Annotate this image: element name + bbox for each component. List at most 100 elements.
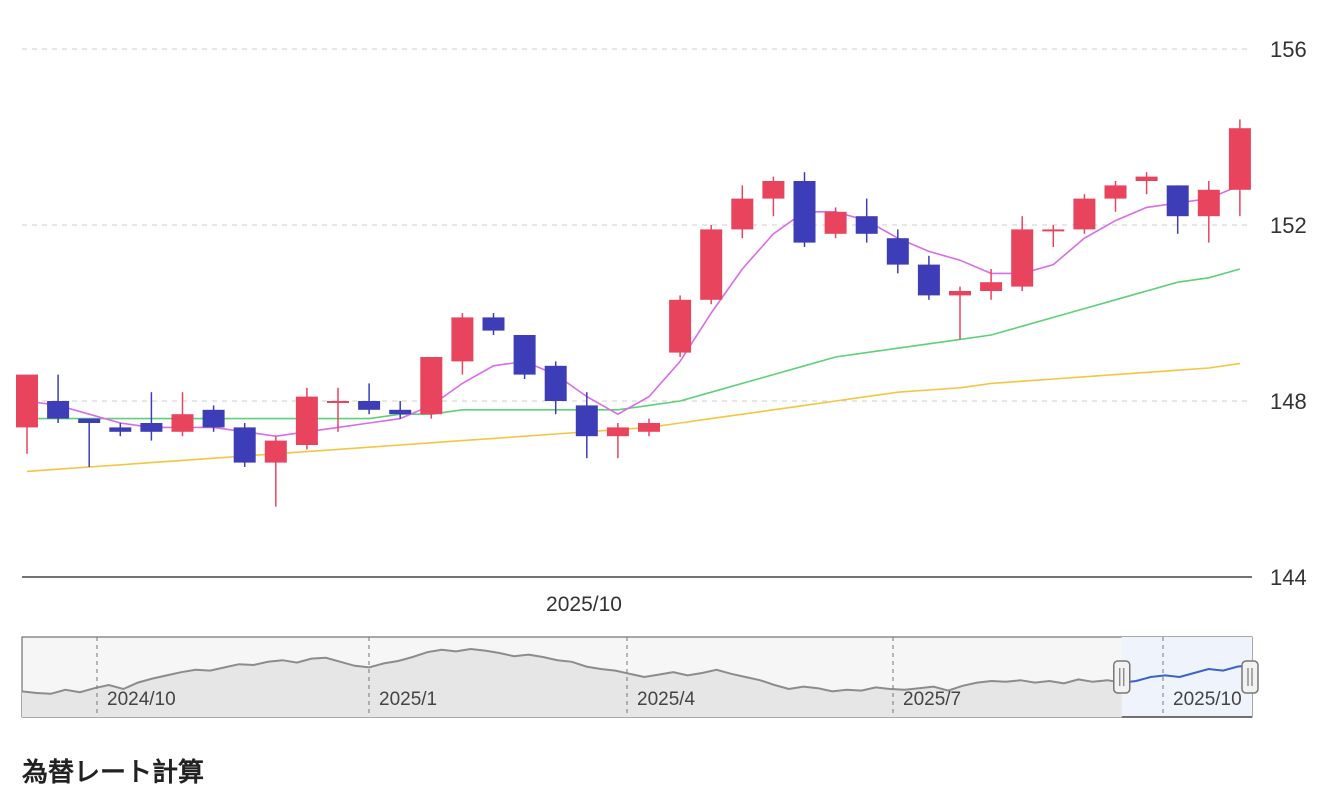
navigator-selected-line: [1121, 664, 1253, 684]
candle: [140, 392, 163, 441]
grid-layer: [22, 48, 1252, 402]
candle: [451, 313, 474, 375]
candle: [16, 374, 38, 454]
ma-mid-line: [27, 268, 1241, 420]
y-tick-label-152: 152: [1270, 213, 1307, 238]
range-navigator[interactable]: 2024/10 2025/1 2025/4 2025/7 2025/10: [21, 636, 1259, 718]
candle: [731, 185, 754, 239]
candle-body: [638, 423, 660, 432]
candle-body: [16, 374, 38, 428]
candle-body: [731, 198, 754, 230]
handle-grip[interactable]: [1241, 660, 1259, 694]
candle: [544, 361, 567, 415]
axis-layer: 144 148 152 156 2025/10: [22, 37, 1307, 616]
candle-body: [451, 317, 474, 362]
candle: [109, 423, 132, 437]
y-tick-label-156: 156: [1270, 37, 1307, 62]
candle: [949, 286, 971, 340]
candle-body: [1073, 198, 1096, 230]
candle-body: [1197, 189, 1220, 217]
candle: [171, 392, 194, 437]
candle: [1073, 194, 1096, 234]
candle: [638, 418, 660, 437]
candle: [980, 269, 1003, 300]
navigator-right-handle[interactable]: [1241, 660, 1259, 694]
navigator-label: 2024/10: [107, 689, 176, 710]
candle-body: [855, 216, 878, 234]
candle: [886, 229, 909, 274]
navigator-label: 2025/7: [903, 689, 961, 710]
candle: [47, 374, 70, 423]
candle-body: [700, 229, 723, 300]
navigator-label: 2025/1: [379, 689, 437, 710]
navigator-line: [21, 647, 1122, 695]
candle-body: [1011, 229, 1034, 287]
candle-body: [1042, 229, 1065, 232]
navigator-label: 2025/10: [1173, 689, 1242, 710]
candle-body: [47, 401, 70, 419]
candle: [1104, 181, 1127, 212]
y-tick-label-148: 148: [1270, 389, 1307, 414]
candle-body: [606, 427, 629, 437]
candle: [420, 357, 443, 419]
candlestick-layer: [16, 119, 1251, 507]
candle: [202, 405, 225, 432]
handle-grip[interactable]: [1113, 660, 1131, 694]
candle-body: [886, 238, 909, 265]
candle: [669, 295, 692, 357]
candle-body: [264, 440, 287, 463]
candle-body: [1104, 185, 1127, 199]
navigator-label: 2025/4: [637, 689, 696, 710]
candle: [824, 207, 847, 239]
x-tick-label: 2025/10: [546, 593, 622, 616]
candle-body: [1135, 176, 1158, 181]
candle-body: [358, 401, 381, 410]
candle-body: [575, 405, 598, 437]
candle-body: [420, 357, 443, 415]
candle-body: [295, 396, 318, 445]
navigator-left-handle[interactable]: [1113, 660, 1131, 694]
candle: [482, 313, 505, 335]
candle: [1166, 185, 1189, 234]
candle-body: [949, 291, 971, 296]
candle-body: [1228, 128, 1251, 190]
candle-body: [513, 335, 536, 375]
candle: [78, 418, 101, 467]
candle: [264, 436, 287, 507]
candle: [917, 255, 940, 300]
candle-body: [544, 365, 567, 401]
candle-body: [917, 264, 940, 296]
candle: [389, 401, 412, 419]
candle-body: [171, 414, 194, 432]
candle-body: [762, 181, 785, 199]
candle: [606, 423, 629, 459]
candle: [575, 392, 598, 459]
candle-body: [1166, 185, 1189, 217]
candle: [1011, 216, 1034, 291]
candle-body: [980, 282, 1003, 291]
candle-body: [482, 317, 505, 331]
navigator-selected-range[interactable]: [1121, 637, 1252, 717]
candle-body: [793, 181, 816, 243]
candle: [855, 198, 878, 243]
candle: [1135, 172, 1158, 195]
candle: [700, 225, 723, 305]
candle: [327, 387, 349, 432]
candle: [513, 335, 536, 379]
candle: [1197, 181, 1220, 243]
candle: [762, 176, 785, 217]
candle: [1228, 119, 1251, 217]
candle-body: [78, 418, 101, 423]
section-title: 為替レート計算: [22, 757, 205, 787]
candle-body: [202, 409, 225, 428]
candle-body: [327, 401, 349, 403]
y-tick-label-144: 144: [1270, 565, 1307, 590]
navigator-area: [22, 649, 1122, 717]
ma-short-line: [26, 184, 1241, 438]
candle-body: [824, 211, 847, 234]
candle: [1042, 225, 1065, 247]
candle-body: [109, 427, 132, 432]
candle-body: [669, 299, 692, 353]
